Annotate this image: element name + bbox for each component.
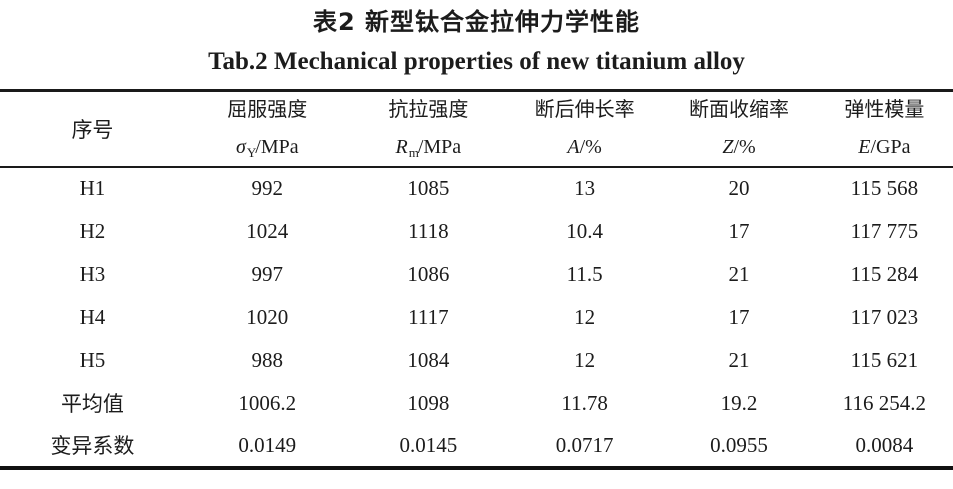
table-row-h3: H3 997 1086 11.5 21 115 284 (0, 253, 953, 296)
table-cell: 115 568 (850, 176, 919, 200)
table-cell: 0.0717 (555, 432, 614, 457)
table-cell: 117 023 (850, 304, 919, 329)
table-cell: 10.4 (566, 218, 603, 243)
row-label: H3 (79, 261, 106, 286)
table-cell: 115 621 (850, 347, 919, 372)
col-header-elongation-label: 断后伸长率 (534, 98, 635, 121)
table-row-h5: H5 988 1084 12 21 115 621 (0, 339, 953, 382)
col-header-yield-strength-unit: σY/MPa (185, 136, 350, 160)
table-cell: 0.0955 (710, 432, 768, 457)
col-header-elastic-modulus: 弹性模量 E/GPa (815, 90, 953, 168)
table-cell: 11.78 (561, 390, 608, 415)
unit-label: /% (733, 135, 756, 158)
table-cell: 988 (251, 347, 284, 372)
table-cell: 1098 (407, 390, 450, 415)
table-body: H1 992 1085 13 20 115 568 H2 1024 1118 1… (0, 167, 953, 468)
table-header: 序号 屈服强度 σY/MPa 抗拉强度 Rm/MPa 断后伸长率 A/% 断面收… (0, 90, 953, 168)
table-cell: 19.2 (720, 390, 758, 415)
table-cell: 1024 (246, 218, 289, 243)
table-cell: 0.0084 (855, 432, 914, 457)
table-cell: 11.5 (566, 261, 603, 286)
col-header-elongation: 断后伸长率 A/% (506, 90, 663, 168)
table-cell: 116 254.2 (842, 390, 926, 415)
table-cell: 1084 (407, 347, 450, 372)
unit-label: /MPa (255, 135, 299, 158)
symbol-R: R (395, 135, 408, 158)
col-header-tensile-strength: 抗拉强度 Rm/MPa (349, 90, 507, 168)
table-cell: 21 (728, 261, 750, 286)
table-cell: 0.0149 (238, 432, 297, 457)
table-cell: 0.0145 (399, 432, 458, 457)
col-header-tensile-strength-label: 抗拉强度 (388, 98, 469, 121)
table-row-h1: H1 992 1085 13 20 115 568 (0, 167, 953, 210)
row-label: H1 (79, 176, 106, 200)
table-cell: 117 775 (850, 218, 919, 243)
table-cell: 1118 (408, 218, 449, 243)
col-header-yield-strength: 屈服强度 σY/MPa (184, 90, 350, 168)
symbol-sub: Y (246, 144, 257, 160)
table-cell: 21 (728, 347, 750, 372)
col-header-elongation-unit: A/% (507, 136, 662, 160)
table-cell: 12 (574, 347, 596, 372)
row-label: H5 (79, 347, 106, 372)
symbol-A: A (567, 135, 580, 158)
unit-label: /% (579, 135, 602, 158)
table-row-coefficient-of-variation: 变异系数 0.0149 0.0145 0.0717 0.0955 0.0084 (0, 425, 953, 468)
col-header-serial: 序号 (0, 90, 185, 168)
col-header-elastic-modulus-label: 弹性模量 (844, 98, 925, 121)
col-header-elastic-modulus-unit: E/GPa (816, 136, 953, 160)
mechanical-properties-table: 序号 屈服强度 σY/MPa 抗拉强度 Rm/MPa 断后伸长率 A/% 断面收… (0, 89, 953, 470)
symbol-Z: Z (722, 135, 734, 158)
col-header-serial-label: 序号 (71, 117, 114, 142)
table-cell: 13 (574, 176, 596, 200)
col-header-reduction-of-area-label: 断面收缩率 (689, 98, 789, 121)
row-label: H2 (79, 218, 106, 243)
col-header-reduction-of-area: 断面收缩率 Z/% (662, 90, 816, 168)
col-header-reduction-of-area-unit: Z/% (662, 136, 815, 160)
table-cell: 1085 (407, 176, 450, 200)
table-cell: 20 (728, 176, 750, 200)
header-row: 序号 屈服强度 σY/MPa 抗拉强度 Rm/MPa 断后伸长率 A/% 断面收… (0, 90, 953, 168)
row-label: 平均值 (60, 392, 124, 416)
table-cell: 992 (251, 176, 284, 200)
symbol-sub: m (408, 144, 419, 160)
symbol-sigma: σ (236, 135, 246, 158)
table-cell: 1086 (407, 261, 450, 286)
table-cell: 1006.2 (238, 390, 297, 415)
table-cell: 115 284 (850, 261, 919, 286)
col-header-tensile-strength-unit: Rm/MPa (350, 136, 507, 160)
table-caption-zh: 表2 新型钛合金拉伸力学性能 (312, 8, 641, 36)
symbol-E: E (858, 135, 871, 158)
table-cell: 1117 (408, 304, 449, 329)
table-cell: 17 (728, 218, 750, 243)
unit-label: /GPa (870, 135, 911, 158)
table-cell: 17 (728, 304, 750, 329)
row-label: H4 (79, 304, 106, 329)
table-cell: 1020 (246, 304, 289, 329)
table-cell: 12 (574, 304, 596, 329)
table-row-h4: H4 1020 1117 12 17 117 023 (0, 296, 953, 339)
table-row-h2: H2 1024 1118 10.4 17 117 775 (0, 210, 953, 253)
table-row-mean: 平均值 1006.2 1098 11.78 19.2 116 254.2 (0, 382, 953, 425)
row-label: 变异系数 (50, 434, 135, 458)
unit-label: /MPa (417, 135, 462, 158)
table-caption-en: Tab.2 Mechanical properties of new titan… (208, 48, 745, 75)
col-header-yield-strength-label: 屈服强度 (227, 98, 308, 121)
table-cell: 997 (251, 261, 284, 286)
